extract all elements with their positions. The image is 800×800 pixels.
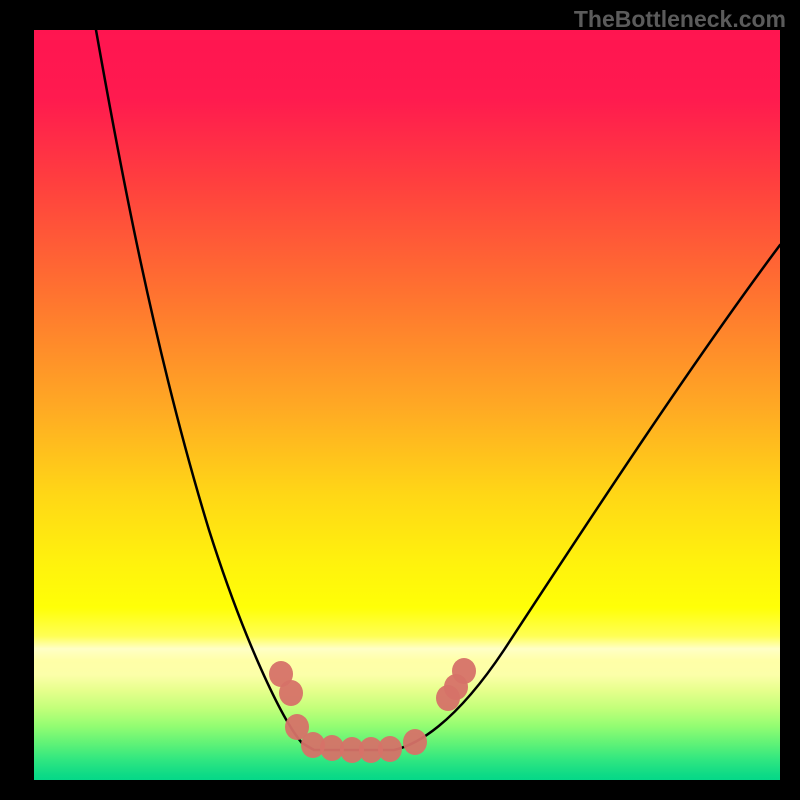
figure-canvas: TheBottleneck.com (0, 0, 800, 800)
watermark-label: TheBottleneck.com (574, 6, 786, 33)
plot-area (34, 30, 780, 780)
background-gradient (34, 30, 780, 780)
